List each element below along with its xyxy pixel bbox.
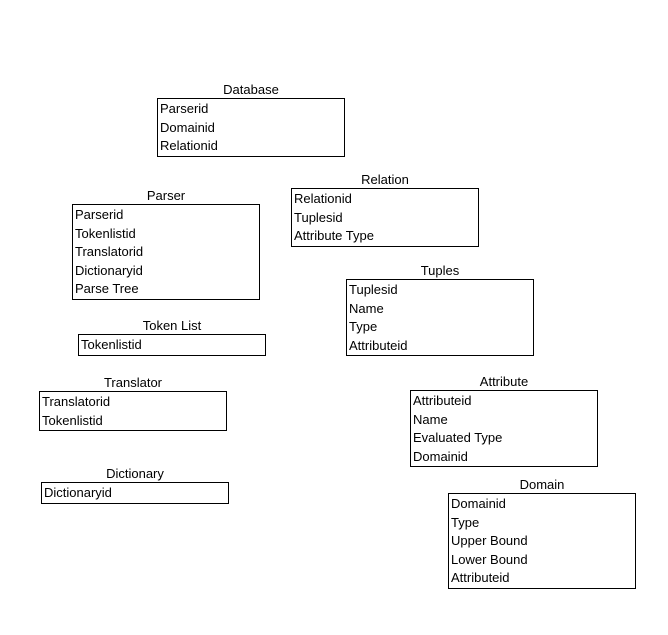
field: Relationid (294, 191, 352, 206)
field: Parserid (160, 101, 209, 116)
field: Domainid (451, 496, 506, 511)
field: Evaluated Type (413, 430, 503, 446)
field: Attributeid (349, 337, 408, 353)
entity-relation: Relation Relationid Tuplesid Attribute T… (291, 172, 479, 247)
entity-title: Relation (361, 172, 409, 187)
field: Translatorid (75, 244, 144, 260)
entity-title: Parser (146, 188, 186, 203)
entity-domain: Domain Domainid Type Upper Bound Lower B… (448, 477, 636, 589)
entity-box: Translatorid Tokenlistid (39, 391, 227, 432)
field: Tokenlistid (81, 337, 142, 352)
field: Tokenlistid (42, 412, 103, 428)
field: Dictionaryid (44, 485, 112, 500)
entity-translator: Translator Translatorid Tokenlistid (39, 375, 227, 432)
entity-box: Relationid Tuplesid Attribute Type (291, 188, 479, 247)
field: Attributeid (451, 570, 510, 586)
field: Translatorid (42, 394, 111, 409)
entity-dictionary: Dictionary Dictionaryid (41, 466, 229, 504)
entity-tuples: Tuples Tuplesid Name Type Attributeid (346, 263, 534, 357)
field: Name (413, 411, 448, 427)
field: Dictionaryid (75, 262, 143, 278)
entity-box: Domainid Type Upper Bound Lower Bound At… (448, 493, 636, 589)
field: Parserid (75, 207, 124, 222)
field: Upper Bound (451, 533, 528, 549)
field: Attributeid (413, 393, 472, 408)
field: Tuplesid (349, 282, 398, 297)
entity-box: Tuplesid Name Type Attributeid (346, 279, 534, 357)
entity-token-list: Token List Tokenlistid (78, 318, 266, 356)
entity-title: Database (223, 82, 279, 97)
field: Lower Bound (451, 551, 528, 567)
field: Parse Tree (75, 281, 139, 297)
field: Domainid (160, 119, 215, 135)
field: Name (349, 300, 384, 316)
entity-title: Dictionary (106, 466, 164, 481)
field: Tokenlistid (75, 225, 136, 241)
field: Type (349, 319, 378, 335)
entity-box: Attributeid Name Evaluated Type Domainid (410, 390, 598, 468)
entity-box: Dictionaryid (41, 482, 229, 504)
entity-title: Token List (142, 318, 202, 333)
field: Relationid (160, 138, 218, 154)
entity-box: Tokenlistid (78, 334, 266, 356)
entity-title: Domain (519, 477, 565, 492)
entity-title: Translator (103, 375, 163, 390)
entity-box: Parserid Tokenlistid Translatorid Dictio… (72, 204, 260, 300)
field: Tuplesid (294, 209, 343, 225)
entity-database: Database Parserid Domainid Relationid (157, 82, 345, 157)
field: Type (451, 514, 480, 530)
entity-box: Parserid Domainid Relationid (157, 98, 345, 157)
entity-title: Attribute (479, 374, 529, 389)
entity-parser: Parser Parserid Tokenlistid Translatorid… (72, 188, 260, 300)
entity-attribute: Attribute Attributeid Name Evaluated Typ… (410, 374, 598, 468)
field: Attribute Type (294, 228, 374, 244)
entity-title: Tuples (420, 263, 460, 278)
field: Domainid (413, 448, 468, 464)
